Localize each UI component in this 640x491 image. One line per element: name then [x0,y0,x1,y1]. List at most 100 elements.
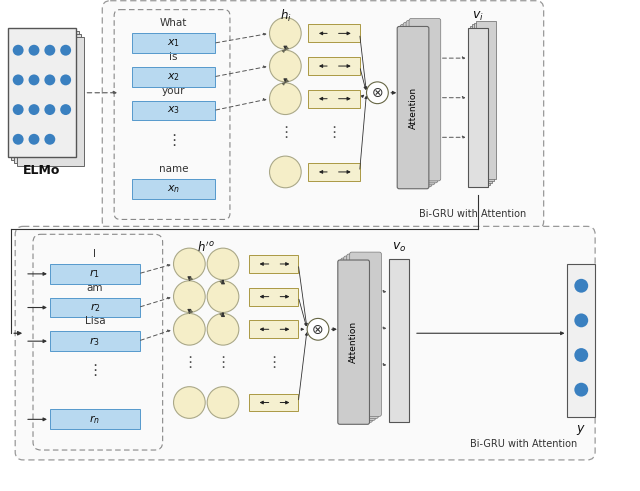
Bar [249,255,298,273]
Bar [50,298,140,317]
Circle shape [13,45,24,55]
Circle shape [173,313,205,345]
Bar [12,31,79,160]
FancyBboxPatch shape [340,258,372,422]
Bar [308,163,360,181]
Text: $y$: $y$ [577,423,586,437]
Bar [308,90,360,108]
Text: $\mathit{r_n}$: $\mathit{r_n}$ [90,413,100,426]
Text: ⊗: ⊗ [312,323,324,337]
Circle shape [269,50,301,82]
FancyBboxPatch shape [409,19,441,181]
Circle shape [173,281,205,312]
FancyBboxPatch shape [114,10,230,219]
Bar [470,27,490,185]
Circle shape [29,75,40,85]
Circle shape [269,83,301,114]
Text: $\mathit{x_1}$: $\mathit{x_1}$ [167,37,180,49]
FancyBboxPatch shape [102,0,543,229]
Text: am: am [86,283,103,293]
Bar [308,25,360,42]
FancyBboxPatch shape [403,23,435,185]
FancyBboxPatch shape [349,252,381,416]
Text: Lisa: Lisa [84,316,105,327]
Text: is: is [170,52,178,62]
Bar [50,264,140,284]
Bar [50,331,140,351]
Bar [132,33,215,53]
Text: ⋮: ⋮ [266,355,281,370]
Text: $\mathit{r_3}$: $\mathit{r_3}$ [90,335,100,348]
Text: ⋮: ⋮ [182,355,197,370]
Circle shape [574,279,588,293]
Circle shape [367,82,388,104]
Bar [389,259,409,422]
Bar [14,34,81,163]
Circle shape [307,318,329,340]
Text: $\mathit{v_o}$: $\mathit{v_o}$ [392,241,406,254]
Circle shape [60,104,71,115]
Text: $\mathit{r_1}$: $\mathit{r_1}$ [90,268,100,280]
Text: ⋮: ⋮ [166,133,181,148]
Circle shape [13,104,24,115]
Circle shape [269,18,301,49]
Text: Bi-GRU with Attention: Bi-GRU with Attention [419,209,526,218]
Text: What: What [160,19,188,28]
Text: $\mathit{r_2}$: $\mathit{r_2}$ [90,301,100,314]
FancyBboxPatch shape [344,256,376,420]
Text: your: your [162,86,186,96]
Bar [249,394,298,411]
Bar [476,21,496,179]
Circle shape [44,134,55,145]
Bar [132,179,215,199]
Circle shape [29,104,40,115]
Circle shape [269,156,301,188]
Text: $h'^{o}$: $h'^{o}$ [197,241,215,255]
Text: $\mathit{x_3}$: $\mathit{x_3}$ [167,105,180,116]
FancyBboxPatch shape [406,21,438,183]
Text: Attention: Attention [408,86,417,129]
Text: Bi-GRU with Attention: Bi-GRU with Attention [470,439,577,449]
Circle shape [44,104,55,115]
Bar [8,28,76,157]
Circle shape [13,134,24,145]
Text: ⊗: ⊗ [372,86,383,100]
Circle shape [574,313,588,327]
Bar [249,288,298,305]
Circle shape [60,75,71,85]
Bar [308,57,360,75]
Circle shape [44,75,55,85]
Text: ELMo: ELMo [23,164,61,177]
Circle shape [207,281,239,312]
Circle shape [207,313,239,345]
Circle shape [13,75,24,85]
Circle shape [173,248,205,280]
Text: ⋮: ⋮ [278,125,293,140]
Bar [132,67,215,87]
Bar [50,409,140,429]
Text: $\mathit{v_i}$: $\mathit{v_i}$ [472,10,484,23]
Text: name: name [159,164,188,174]
Bar [468,28,488,187]
FancyBboxPatch shape [400,25,432,187]
FancyBboxPatch shape [15,226,595,460]
Circle shape [574,382,588,397]
FancyBboxPatch shape [338,260,369,424]
Bar [17,37,84,166]
Text: $\mathit{x_n}$: $\mathit{x_n}$ [167,183,180,194]
Text: ⋮: ⋮ [87,363,102,379]
FancyBboxPatch shape [33,234,163,450]
Text: I: I [93,249,97,259]
Circle shape [173,387,205,418]
Circle shape [44,45,55,55]
Text: $\mathit{h_i}$: $\mathit{h_i}$ [280,7,291,24]
Circle shape [29,134,40,145]
Bar [472,25,492,183]
Bar [474,23,494,181]
Text: ⋮: ⋮ [216,355,230,370]
Circle shape [60,45,71,55]
Circle shape [574,348,588,362]
Circle shape [207,248,239,280]
Bar [568,264,595,417]
FancyBboxPatch shape [397,27,429,189]
